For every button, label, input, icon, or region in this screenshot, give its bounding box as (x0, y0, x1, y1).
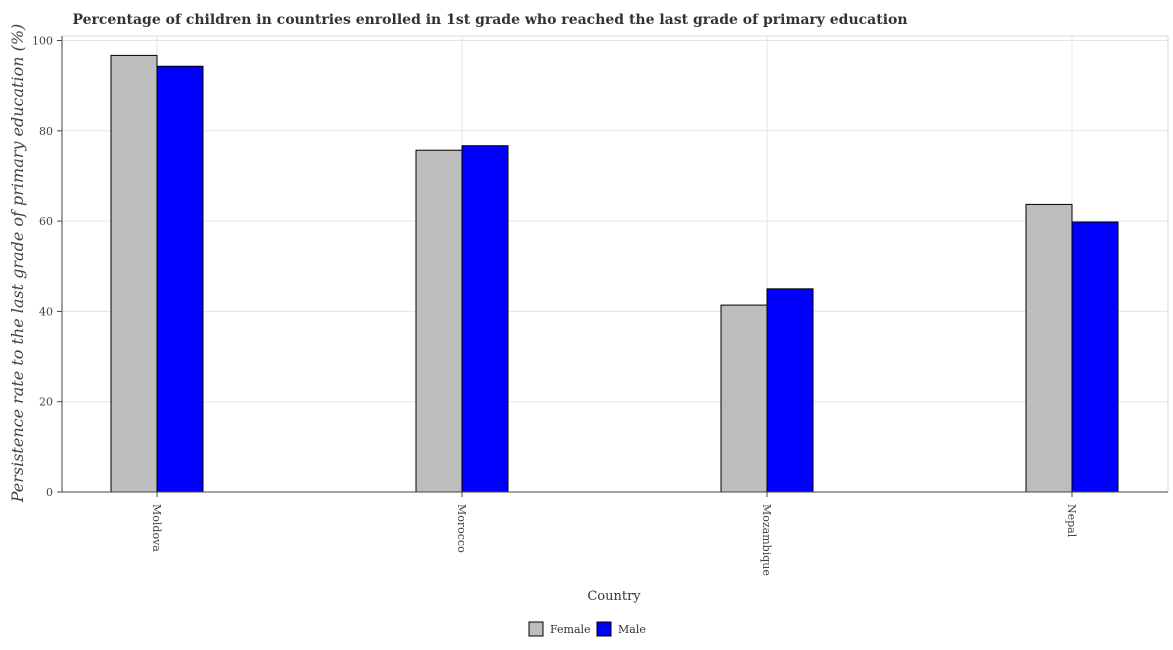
x-tick-label: Moldova (150, 504, 163, 552)
y-tick-label: 60 (39, 215, 53, 228)
x-tick-label: Nepal (1065, 504, 1078, 538)
bar-male-morocco (461, 145, 509, 493)
y-tick-label: 0 (46, 486, 53, 499)
legend-swatch-male (596, 621, 612, 637)
bar-male-mozambique (766, 288, 814, 493)
bar-male-nepal (1071, 221, 1119, 493)
chart-title: Percentage of children in countries enro… (72, 12, 907, 28)
x-tick-label: Mozambique (760, 504, 773, 576)
bar-female-nepal (1025, 203, 1073, 493)
y-axis-label: Persistence rate to the last grade of pr… (8, 24, 27, 504)
y-tick-label: 100 (32, 35, 53, 48)
legend-swatch-female (528, 621, 544, 637)
y-tick-label: 80 (39, 125, 53, 138)
y-tick-label: 40 (39, 305, 53, 318)
plot-frame (61, 35, 1169, 493)
bar-female-morocco (415, 149, 463, 493)
legend-label-female: Female (550, 623, 591, 636)
y-ticks: 0 20 40 60 80 100 (32, 35, 62, 499)
x-axis-label: Country (587, 589, 641, 604)
legend: Female Male (528, 621, 646, 637)
x-tick-label: Morocco (455, 504, 468, 553)
axes (61, 36, 1168, 493)
bar-female-mozambique (720, 304, 768, 493)
gridlines (61, 35, 1169, 493)
bar-female-moldova (110, 54, 158, 493)
bars (110, 54, 1119, 493)
legend-label-male: Male (618, 623, 646, 636)
x-ticks: Moldova Morocco Mozambique Nepal (150, 492, 1078, 576)
y-tick-label: 20 (39, 396, 53, 409)
bar-male-moldova (156, 65, 204, 493)
